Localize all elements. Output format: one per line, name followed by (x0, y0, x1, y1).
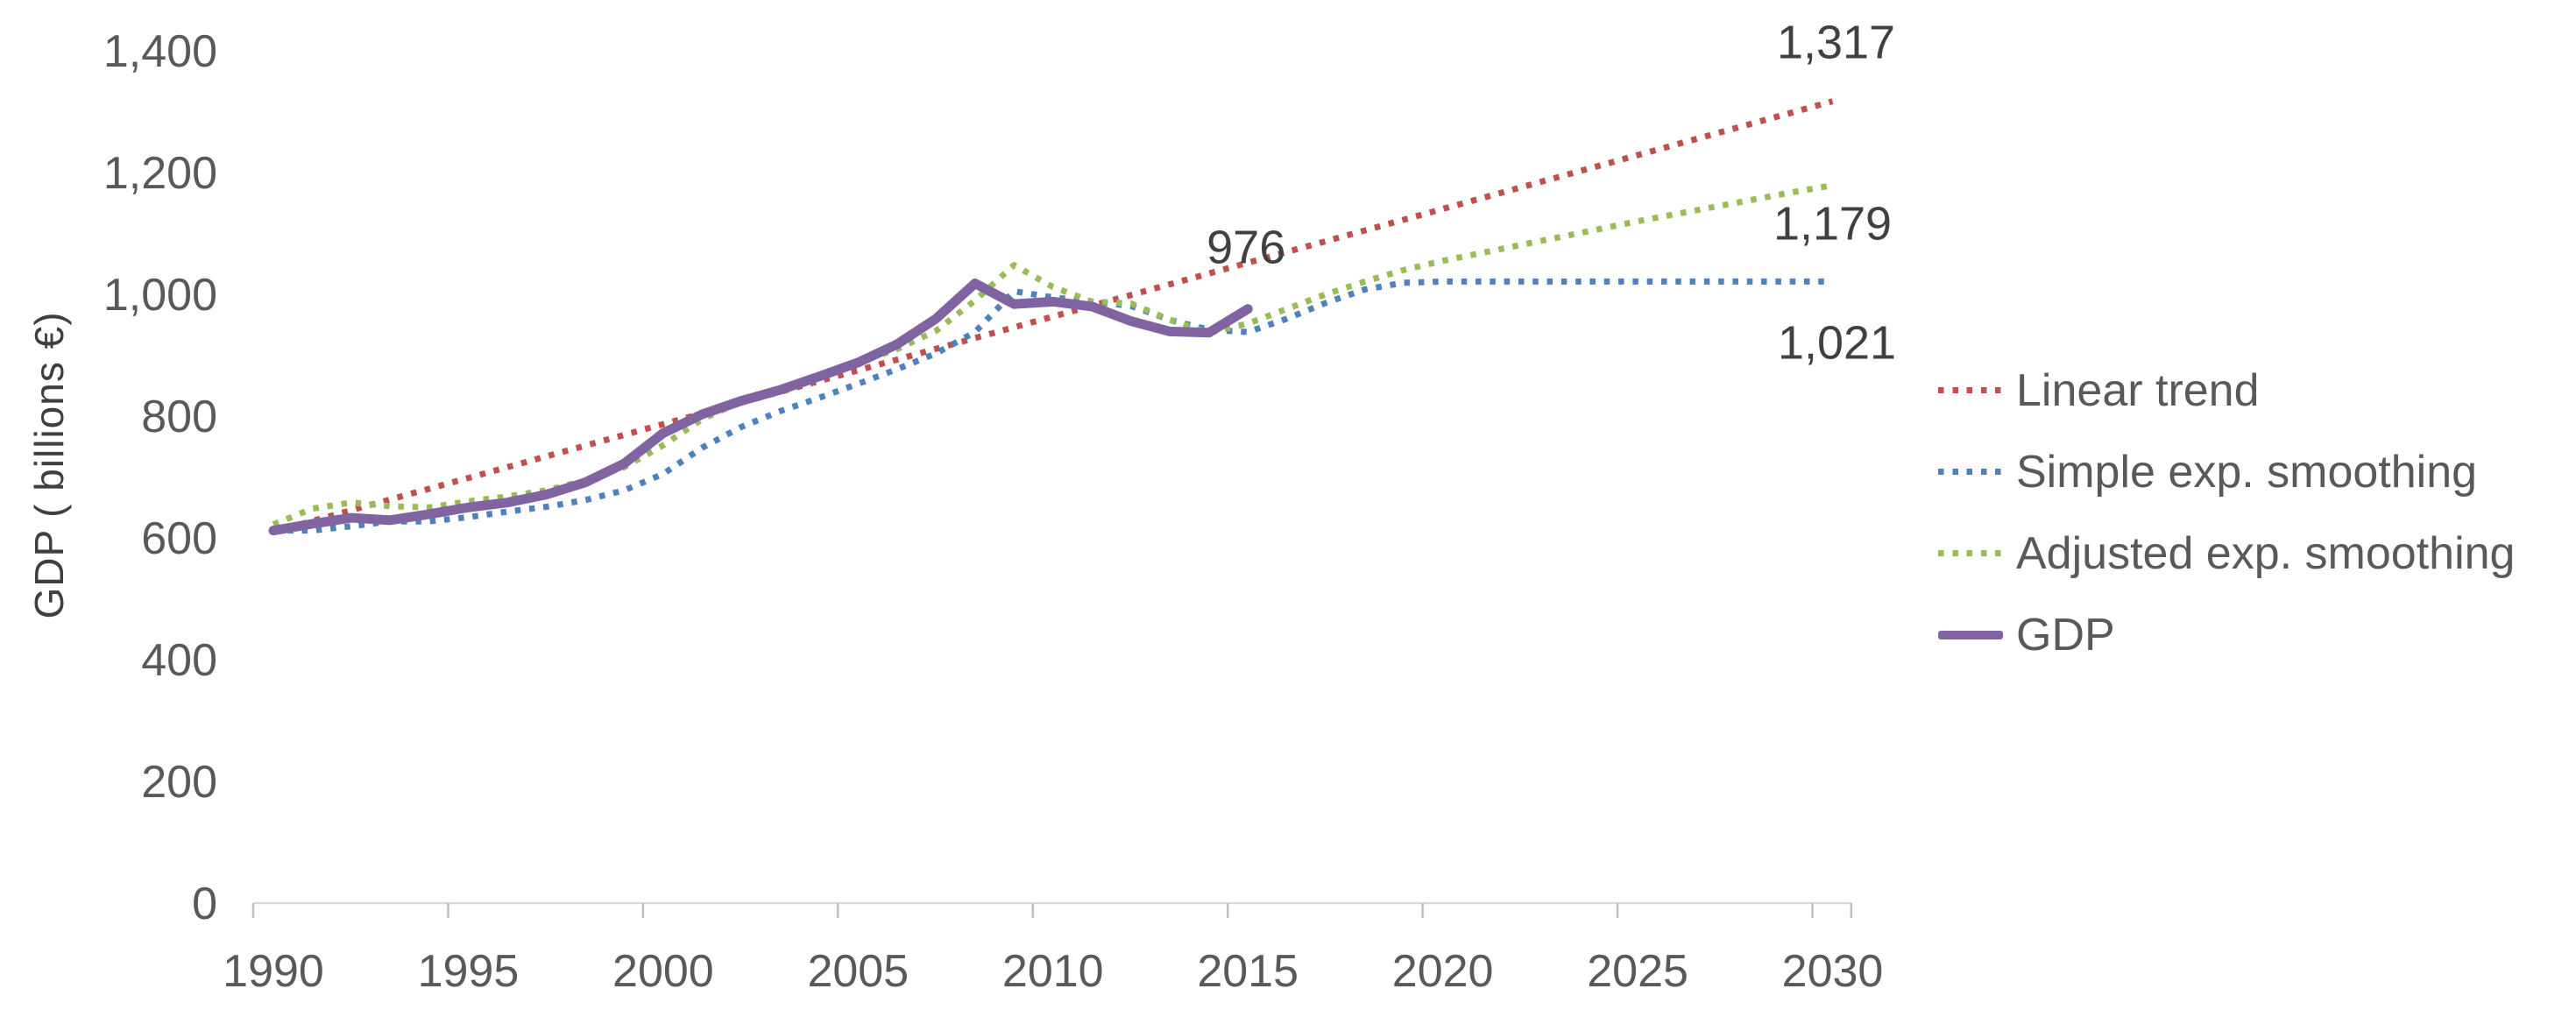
y-tick-label: 1,200 (103, 148, 217, 199)
x-tick-label: 2010 (1002, 946, 1104, 997)
legend-item-linear-trend: Linear trend (1938, 350, 2569, 431)
legend-label: GDP (2016, 609, 2115, 660)
legend-marker-simple-exp-smoothing-icon (1938, 469, 2003, 475)
y-tick-label: 800 (141, 392, 217, 442)
y-axis-title: GDP ( billions €) (26, 311, 72, 619)
y-tick-label: 200 (141, 757, 217, 808)
legend-item-adjusted-exp-smoothing: Adjusted exp. smoothing (1938, 512, 2569, 594)
data-label: 976 (1207, 222, 1285, 274)
x-tick-label: 2000 (612, 946, 714, 997)
legend-label: Linear trend (2016, 364, 2260, 416)
data-label: 1,021 (1778, 316, 1896, 369)
y-tick-label: 600 (141, 513, 217, 564)
x-tick-label: 2005 (807, 946, 909, 997)
series-line-linear-trend (272, 98, 1834, 535)
series-line-gdp (268, 278, 1253, 536)
data-label: 1,179 (1773, 198, 1892, 251)
x-tick-label: 2030 (1782, 946, 1884, 997)
y-tick-label: 0 (192, 879, 217, 929)
legend-marker-linear-trend-icon (1938, 387, 2003, 393)
legend-item-simple-exp-smoothing: Simple exp. smoothing (1938, 431, 2569, 512)
y-tick-label: 1,000 (103, 270, 217, 321)
series-line-adjusted-exp-smoothing (272, 182, 1834, 527)
chart-legend: Linear trend Simple exp. smoothing Adjus… (1938, 350, 2569, 675)
y-tick-label: 1,400 (103, 26, 217, 77)
x-tick-label: 2015 (1197, 946, 1299, 997)
x-tick-label: 1990 (223, 946, 324, 997)
legend-marker-gdp-icon (1938, 630, 2003, 639)
legend-item-gdp: GDP (1938, 594, 2569, 675)
x-tick-label: 2020 (1392, 946, 1494, 997)
data-label: 1,317 (1777, 17, 1895, 69)
legend-label: Simple exp. smoothing (2016, 446, 2478, 498)
series-line-simple-exp-smoothing (273, 278, 1833, 534)
x-tick-label: 1995 (418, 946, 520, 997)
y-tick-label: 400 (141, 635, 217, 686)
legend-marker-adjusted-exp-smoothing-icon (1938, 550, 2003, 556)
x-tick-label: 2025 (1587, 946, 1688, 997)
legend-label: Adjusted exp. smoothing (2016, 527, 2516, 579)
